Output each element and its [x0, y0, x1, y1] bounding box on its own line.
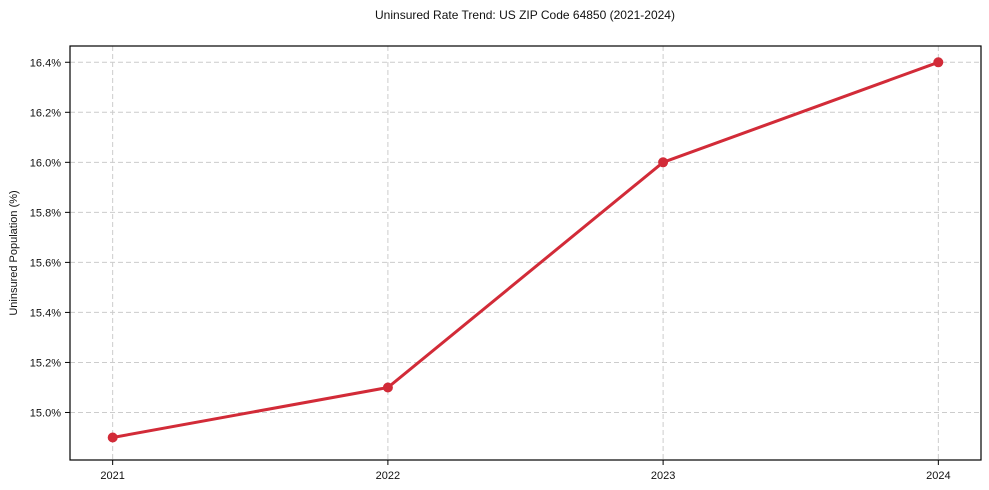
x-tick-label: 2024 — [926, 470, 950, 482]
plot-frame — [69, 45, 982, 461]
y-tick-label: 15.2% — [30, 357, 61, 369]
y-tick-label: 15.6% — [30, 257, 61, 269]
y-tick-label: 15.4% — [30, 307, 61, 319]
trend-line — [111, 60, 940, 439]
x-tick-label: 2021 — [100, 470, 124, 482]
chart-title: Uninsured Rate Trend: US ZIP Code 64850 … — [375, 8, 675, 22]
data-point — [382, 382, 393, 393]
y-tick-label: 16.0% — [30, 157, 61, 169]
data-point — [933, 57, 944, 68]
y-axis-label: Uninsured Population (%) — [8, 190, 20, 315]
x-tick-label: 2022 — [376, 470, 400, 482]
y-tick-label: 16.4% — [30, 57, 61, 69]
data-point — [107, 432, 118, 443]
data-point — [658, 157, 669, 168]
x-tick-label: 2023 — [651, 470, 675, 482]
y-tick-label: 15.8% — [30, 207, 61, 219]
y-tick-label: 16.2% — [30, 107, 61, 119]
y-tick-label: 15.0% — [30, 407, 61, 419]
plot-area: 15.0% 15.2% 15.4% 15.6% 15.8% 16.0% 16.2% 16.4%… — [30, 45, 982, 482]
